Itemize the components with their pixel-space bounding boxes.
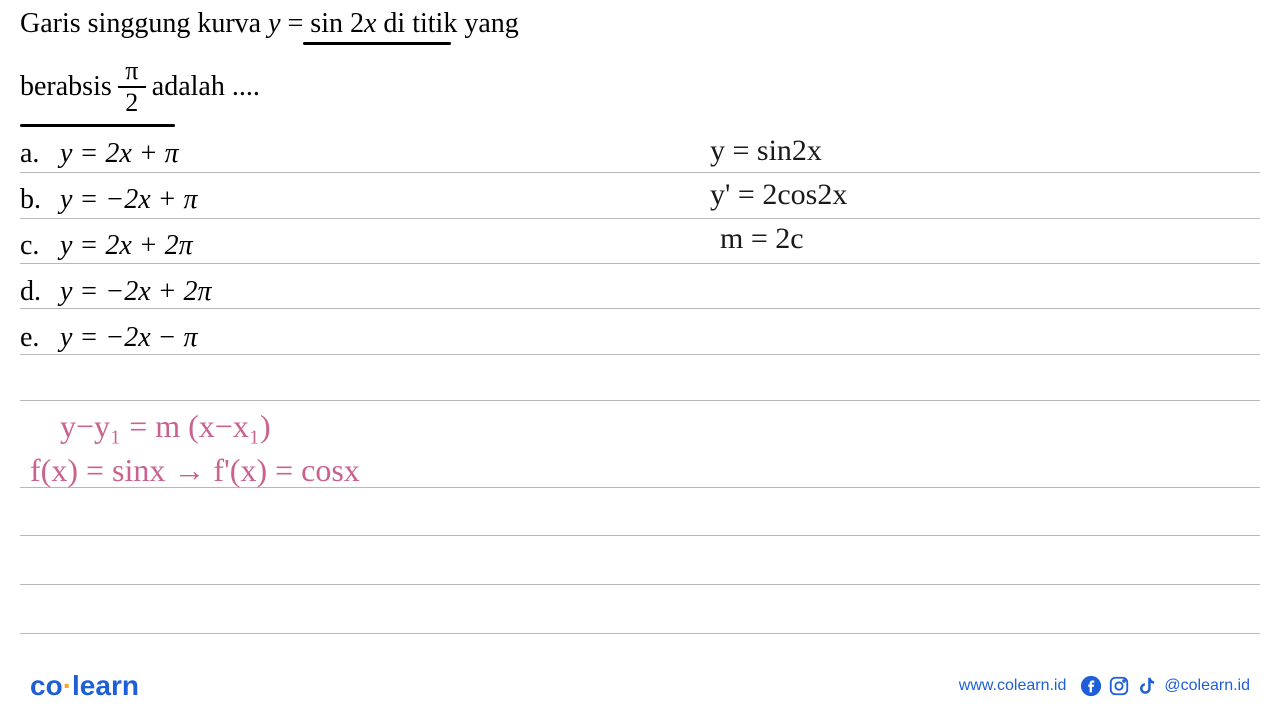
option-a: a. y = 2x + π <box>20 138 212 170</box>
handwriting-black-1: y = sin2x <box>710 134 822 168</box>
ruled-line <box>20 354 1260 355</box>
q1-text-c: = sin 2 <box>281 8 364 39</box>
option-e: e. y = −2x − π <box>20 322 212 354</box>
underline-abscissa <box>20 124 175 127</box>
q1-var-x: x <box>364 8 376 39</box>
option-b: b. y = −2x + π <box>20 184 212 216</box>
ruled-line <box>20 400 1260 401</box>
option-eq-c: y = 2x + 2π <box>60 230 193 262</box>
q2-text-b: adalah .... <box>152 71 260 103</box>
option-letter-e: e. <box>20 322 60 354</box>
handwriting-pink-1: y−y₁ = m (x−x₁) <box>60 408 271 445</box>
option-letter-b: b. <box>20 184 60 216</box>
page: Garis singgung kurva y = sin 2x di titik… <box>0 0 1280 720</box>
ruled-line <box>20 308 1260 309</box>
tiktok-icon <box>1136 675 1158 697</box>
logo: co·learn <box>30 670 139 702</box>
q1-text-e: di titik yang <box>376 8 518 39</box>
instagram-icon <box>1108 675 1130 697</box>
q1-var-y: y <box>268 8 280 39</box>
option-c: c. y = 2x + 2π <box>20 230 212 262</box>
social-handle: @colearn.id <box>1164 677 1250 695</box>
ruled-line <box>20 263 1260 264</box>
frac-numerator: π <box>125 58 138 84</box>
question-line-2: berabsis π 2 adalah .... <box>20 58 260 116</box>
option-letter-a: a. <box>20 138 60 170</box>
underline-equation <box>303 42 451 45</box>
ruled-line <box>20 584 1260 585</box>
logo-dot: · <box>63 670 72 701</box>
handwriting-pink-2: f(x) = sinx → f'(x) = cosx <box>30 452 360 489</box>
question-line-1: Garis singgung kurva y = sin 2x di titik… <box>20 8 519 40</box>
option-eq-b: y = −2x + π <box>60 184 198 216</box>
ruled-line <box>20 535 1260 536</box>
option-letter-c: c. <box>20 230 60 262</box>
facebook-icon <box>1080 675 1102 697</box>
option-eq-d: y = −2x + 2π <box>60 276 212 308</box>
logo-part-a: co <box>30 670 63 701</box>
footer: co·learn www.colearn.id @colearn.id <box>0 670 1280 702</box>
ruled-line <box>20 218 1260 219</box>
q1-text-a: Garis singgung kurva <box>20 8 268 39</box>
q2-text-a: berabsis <box>20 71 112 103</box>
footer-right: www.colearn.id @colearn.id <box>959 675 1250 697</box>
option-letter-d: d. <box>20 276 60 308</box>
handwriting-black-3: m = 2c <box>720 222 804 256</box>
footer-url: www.colearn.id <box>959 677 1067 695</box>
handwriting-black-2: y' = 2cos2x <box>710 178 847 212</box>
frac-denominator: 2 <box>125 90 138 116</box>
fraction-pi-2: π 2 <box>118 58 146 116</box>
social-links: @colearn.id <box>1080 675 1250 697</box>
option-d: d. y = −2x + 2π <box>20 276 212 308</box>
ruled-line <box>20 172 1260 173</box>
option-eq-a: y = 2x + π <box>60 138 179 170</box>
logo-part-b: learn <box>72 670 139 701</box>
option-eq-e: y = −2x − π <box>60 322 198 354</box>
ruled-line <box>20 633 1260 634</box>
